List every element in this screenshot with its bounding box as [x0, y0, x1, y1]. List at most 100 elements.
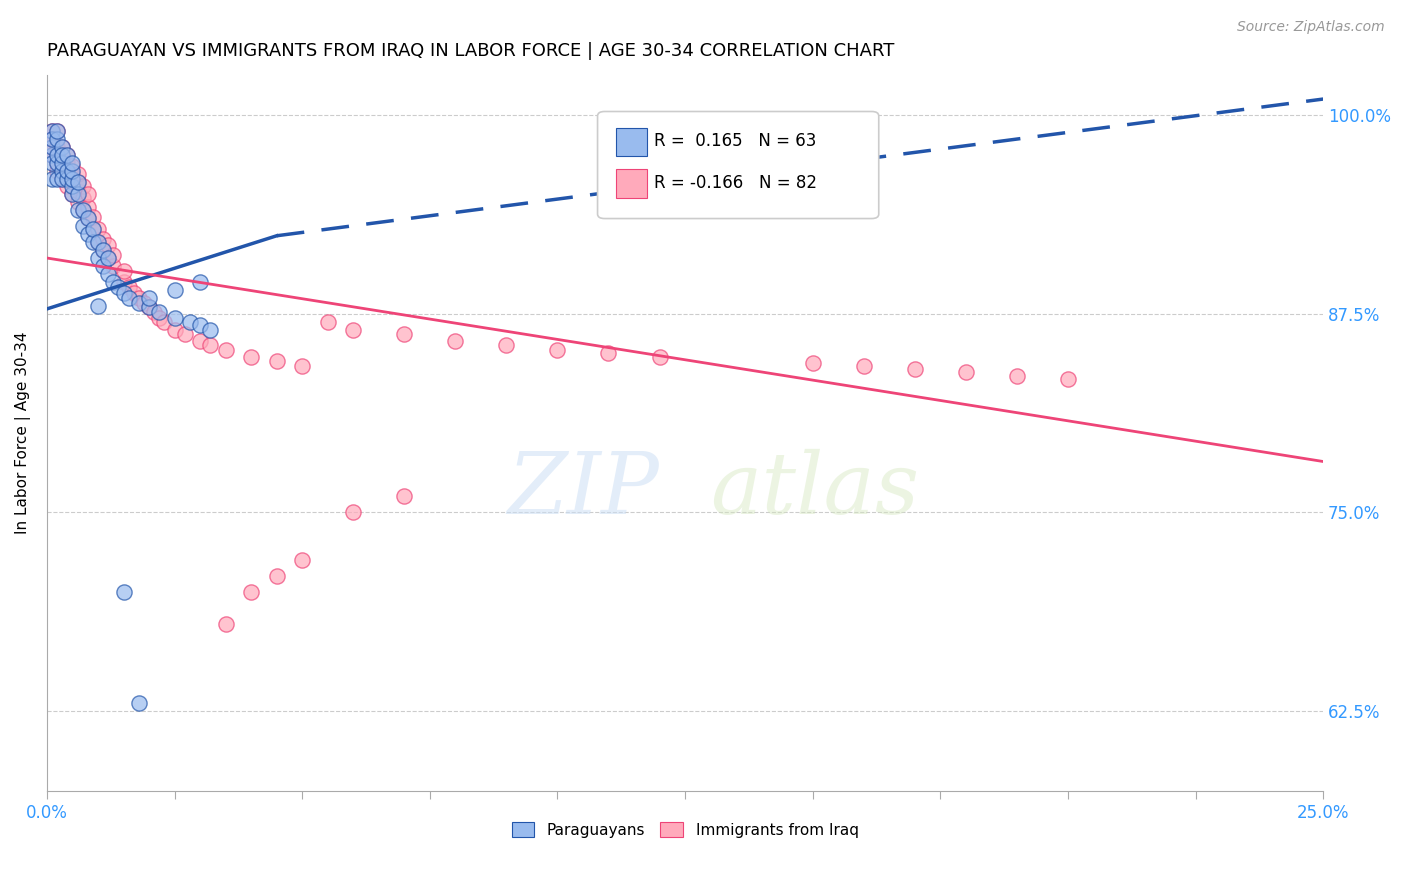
Point: [91, 243, 114, 257]
Point: [97, 238, 120, 252]
Point: [103, 275, 125, 289]
Point: [598, 346, 620, 360]
Point: [188, 334, 211, 348]
Point: [87, 235, 110, 249]
Text: PARAGUAYAN VS IMMIGRANTS FROM IRAQ IN LABOR FORCE | AGE 30-34 CORRELATION CHART: PARAGUAYAN VS IMMIGRANTS FROM IRAQ IN LA…: [46, 42, 894, 60]
Point: [46, 140, 69, 154]
Point: [51, 140, 73, 154]
Point: [495, 338, 517, 352]
Legend: Paraguayans, Immigrants from Iraq: Paraguayans, Immigrants from Iraq: [505, 815, 865, 844]
Point: [852, 359, 875, 373]
Point: [97, 251, 120, 265]
Point: [266, 354, 288, 368]
Point: [41, 171, 63, 186]
Point: [62, 175, 84, 189]
Point: [62, 171, 84, 186]
Point: [76, 211, 98, 226]
Point: [62, 155, 84, 169]
Point: [117, 279, 139, 293]
Point: [72, 219, 94, 234]
Point: [51, 140, 73, 154]
Point: [148, 305, 170, 319]
Point: [904, 362, 927, 376]
Point: [41, 155, 63, 169]
Point: [62, 159, 84, 173]
Point: [801, 356, 824, 370]
Text: atlas: atlas: [710, 449, 920, 532]
Point: [103, 259, 125, 273]
Point: [342, 505, 364, 519]
Point: [87, 235, 110, 249]
Point: [138, 301, 160, 315]
Point: [41, 140, 63, 154]
Point: [62, 179, 84, 194]
Point: [82, 235, 104, 249]
Point: [66, 175, 89, 189]
Point: [112, 585, 135, 599]
Point: [62, 167, 84, 181]
Point: [51, 155, 73, 169]
Point: [91, 232, 114, 246]
Point: [46, 155, 69, 169]
Point: [66, 187, 89, 202]
Point: [173, 327, 195, 342]
Point: [41, 132, 63, 146]
Point: [72, 179, 94, 194]
Point: [41, 124, 63, 138]
Point: [214, 616, 236, 631]
Point: [66, 175, 89, 189]
Point: [82, 222, 104, 236]
Point: [128, 696, 150, 710]
Point: [46, 147, 69, 161]
Point: [112, 264, 135, 278]
Point: [138, 301, 160, 315]
Point: [72, 203, 94, 218]
Point: [214, 343, 236, 358]
Point: [51, 163, 73, 178]
Point: [66, 167, 89, 181]
Point: [122, 285, 145, 300]
Point: [546, 343, 568, 358]
Point: [91, 259, 114, 273]
Point: [128, 291, 150, 305]
Point: [342, 322, 364, 336]
Point: [56, 163, 79, 178]
Point: [163, 322, 186, 336]
Point: [76, 211, 98, 226]
Point: [91, 243, 114, 257]
Point: [56, 179, 79, 194]
Point: [1057, 372, 1080, 386]
Point: [132, 295, 155, 310]
Text: R = -0.166   N = 82: R = -0.166 N = 82: [654, 174, 817, 192]
Point: [97, 267, 120, 281]
Point: [76, 187, 98, 202]
Point: [82, 210, 104, 224]
Point: [41, 147, 63, 161]
Point: [72, 191, 94, 205]
Text: ZIP: ZIP: [508, 449, 659, 532]
Point: [62, 187, 84, 202]
Point: [46, 147, 69, 161]
Point: [103, 248, 125, 262]
Point: [56, 147, 79, 161]
Point: [200, 338, 222, 352]
Point: [316, 315, 339, 329]
Point: [394, 327, 416, 342]
Point: [46, 132, 69, 146]
Point: [46, 171, 69, 186]
Point: [56, 147, 79, 161]
Point: [51, 171, 73, 186]
Point: [46, 163, 69, 178]
Point: [394, 490, 416, 504]
Point: [51, 147, 73, 161]
Point: [240, 585, 263, 599]
Point: [138, 291, 160, 305]
Point: [188, 318, 211, 332]
Point: [153, 315, 176, 329]
Point: [56, 155, 79, 169]
Point: [163, 283, 186, 297]
Point: [163, 311, 186, 326]
Point: [128, 295, 150, 310]
Point: [955, 366, 977, 380]
Point: [87, 299, 110, 313]
